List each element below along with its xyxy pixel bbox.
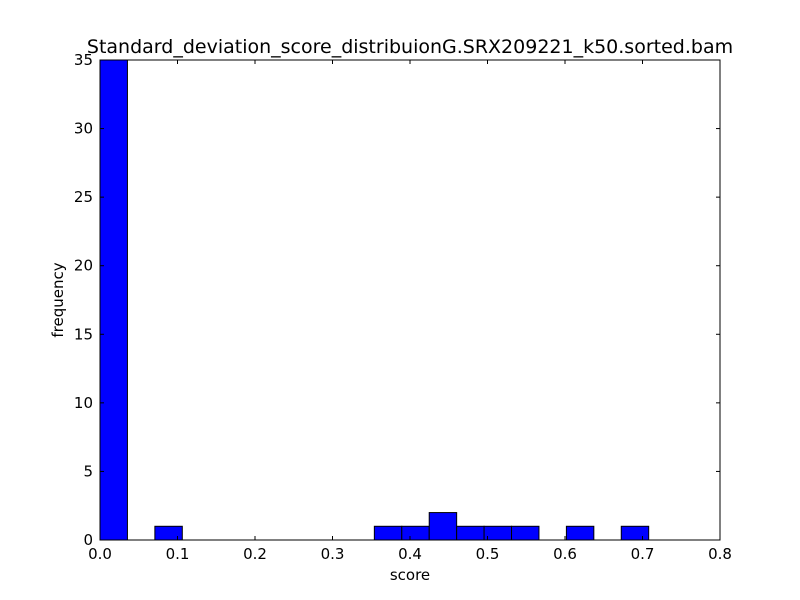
x-axis-label: score bbox=[390, 566, 430, 584]
x-tick-label-0: 0.0 bbox=[88, 545, 112, 563]
x-tick-label-8: 0.8 bbox=[708, 545, 732, 563]
bars-group bbox=[99, 59, 650, 541]
histogram-bar-1 bbox=[154, 525, 183, 541]
histogram-bar-3 bbox=[401, 525, 430, 541]
x-tick-label-6: 0.6 bbox=[553, 545, 577, 563]
y-tick-label-2: 10 bbox=[74, 394, 93, 412]
y-tick-label-3: 15 bbox=[74, 325, 93, 343]
y-tick-label-4: 20 bbox=[74, 257, 93, 275]
y-tick-label-7: 35 bbox=[74, 51, 93, 69]
y-axis-label: frequency bbox=[49, 262, 67, 337]
histogram-bar-2 bbox=[373, 525, 403, 541]
x-tick-label-4: 0.4 bbox=[398, 545, 422, 563]
histogram-bar-0 bbox=[99, 59, 128, 541]
histogram-bar-5 bbox=[456, 525, 485, 541]
chart-title: Standard_deviation_score_distribuionG.SR… bbox=[87, 36, 733, 58]
y-tick-label-5: 25 bbox=[74, 188, 93, 206]
y-tick-label-1: 5 bbox=[83, 462, 93, 480]
y-tick-label-0: 0 bbox=[83, 531, 93, 549]
x-tick-label-7: 0.7 bbox=[631, 545, 655, 563]
ticks-group: 0.0 0.1 0.2 0.3 0.4 0.5 0.6 0.7 0.8 0 5 10 15 20 25 30 3… bbox=[74, 51, 732, 563]
x-tick-label-5: 0.5 bbox=[476, 545, 500, 563]
x-tick-label-3: 0.3 bbox=[321, 545, 345, 563]
x-tick-label-1: 0.1 bbox=[166, 545, 190, 563]
histogram-bar-7 bbox=[511, 525, 540, 541]
histogram-bar-8 bbox=[565, 525, 595, 541]
histogram-bar-4 bbox=[428, 512, 458, 541]
plot-area-frame bbox=[99, 59, 721, 541]
y-tick-label-6: 30 bbox=[74, 120, 93, 138]
histogram-bar-6 bbox=[483, 525, 513, 541]
x-tick-label-2: 0.2 bbox=[243, 545, 267, 563]
histogram-bar-9 bbox=[620, 525, 650, 541]
